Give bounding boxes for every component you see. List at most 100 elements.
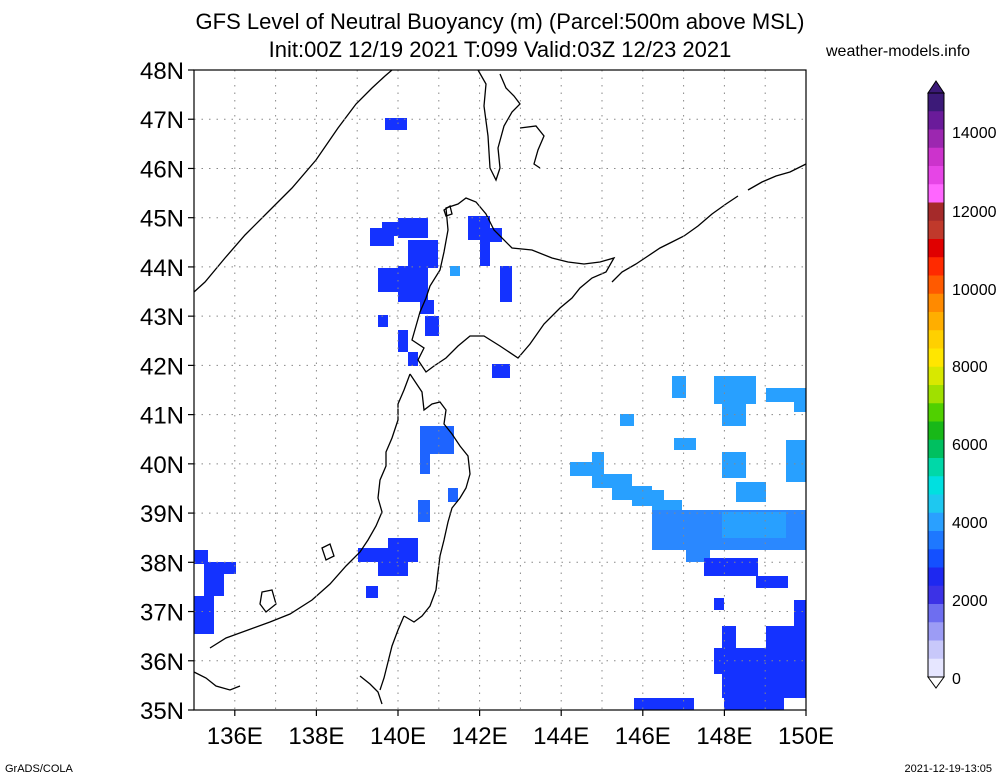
- field-cell: [570, 462, 604, 476]
- colorbar-segment: [928, 257, 944, 276]
- colorbar-label: 12000: [952, 204, 997, 221]
- coast-path: [411, 197, 616, 373]
- colorbar-segment: [928, 439, 944, 459]
- chart-title: GFS Level of Neutral Buoyancy (m) (Parce…: [195, 9, 805, 34]
- colorbar-segment: [928, 147, 944, 167]
- field-cell: [420, 426, 454, 454]
- footer-timestamp: 2021-12-19-13:05: [904, 763, 992, 775]
- colorbar-segment: [928, 202, 944, 222]
- lat-tick-label: 41N: [140, 403, 184, 430]
- colorbar-segment: [928, 476, 944, 495]
- colorbar-segment: [928, 220, 944, 240]
- colorbar-bottom-arrow: [927, 676, 945, 689]
- colorbar-segment: [928, 275, 944, 295]
- coast-path: [259, 589, 277, 613]
- field-cell: [450, 266, 460, 276]
- field-cell: [420, 452, 430, 474]
- lon-tick-label: 142E: [452, 723, 508, 750]
- colorbar-segment: [928, 348, 944, 368]
- coast-path: [519, 125, 545, 169]
- colorbar-label: 14000: [952, 125, 997, 142]
- field-cell: [722, 626, 736, 650]
- field-cell: [480, 240, 490, 266]
- lon-tick-label: 136E: [207, 723, 263, 750]
- coast-path: [403, 373, 471, 623]
- lat-tick-label: 47N: [140, 107, 184, 134]
- field-cell: [492, 364, 510, 378]
- coast-path: [193, 671, 241, 691]
- field-cell: [194, 596, 214, 634]
- colorbar-segment: [928, 640, 944, 660]
- field-cell: [194, 550, 208, 564]
- coastline: [193, 69, 807, 705]
- colorbar-segment: [928, 512, 944, 532]
- colorbar-segment: [928, 330, 944, 349]
- lon-axis: 136E 138E 140E 142E 144E 146E 148E 150E: [207, 710, 834, 750]
- colorbar-segment: [928, 166, 944, 185]
- field-cell: [722, 452, 746, 478]
- lon-tick-label: 140E: [370, 723, 426, 750]
- lat-tick-label: 42N: [140, 353, 184, 380]
- coast-path: [747, 163, 807, 191]
- field-cell: [766, 626, 806, 650]
- lat-tick-label: 48N: [140, 58, 184, 85]
- colorbar-label: 0: [952, 671, 961, 688]
- colorbar-segment: [928, 129, 944, 149]
- colorbar-segment: [928, 239, 944, 258]
- lat-tick-label: 38N: [140, 550, 184, 577]
- colorbar-label: 10000: [952, 282, 997, 299]
- coast-path: [209, 373, 411, 649]
- field-cell: [736, 482, 766, 502]
- field-cell: [672, 376, 686, 398]
- coast-path: [359, 675, 383, 705]
- colorbar-labels: 14000 12000 10000 8000 6000 4000 2000 0: [952, 125, 997, 688]
- field-cell: [204, 574, 224, 596]
- field-cell: [366, 586, 378, 598]
- field-cell: [756, 576, 788, 588]
- lat-axis: 48N 47N 46N 45N 44N 43N 42N 41N 40N 39N 38N 37N 36N 3…: [140, 58, 194, 725]
- field-cell: [592, 452, 604, 464]
- field-cell: [592, 474, 632, 488]
- field-cell: [204, 562, 236, 574]
- coast-path: [321, 543, 335, 561]
- field-cell: [425, 316, 439, 336]
- field-cell: [398, 218, 428, 238]
- field-cell: [398, 330, 408, 352]
- field-cell: [714, 376, 756, 404]
- lat-tick-label: 36N: [140, 649, 184, 676]
- lon-tick-label: 148E: [696, 723, 752, 750]
- site-label: weather-models.info: [826, 43, 971, 60]
- field-cell: [468, 216, 490, 240]
- lat-tick-label: 37N: [140, 600, 184, 627]
- colorbar-label: 2000: [952, 593, 988, 610]
- colorbar-segment: [928, 111, 944, 130]
- field-cell: [722, 512, 786, 538]
- field-cell: [714, 598, 724, 610]
- field-cell: [382, 222, 400, 236]
- footer-credit: GrADS/COLA: [5, 763, 73, 775]
- lat-tick-label: 44N: [140, 255, 184, 282]
- field-cell: [786, 440, 806, 482]
- field-cell: [378, 560, 408, 576]
- lon-tick-label: 144E: [533, 723, 589, 750]
- lat-tick-label: 40N: [140, 452, 184, 479]
- field-cell: [385, 118, 407, 130]
- lon-tick-label: 150E: [778, 723, 834, 750]
- colorbar-segment: [928, 184, 944, 203]
- colorbar-label: 8000: [952, 359, 988, 376]
- lon-tick-label: 146E: [615, 723, 671, 750]
- field-cell: [724, 696, 784, 710]
- colorbar-segment: [928, 312, 944, 331]
- colorbar-segment: [928, 458, 944, 477]
- colorbar-segment: [928, 549, 944, 568]
- coast-path: [193, 69, 393, 293]
- field-cell: [488, 228, 502, 242]
- field-cell: [388, 538, 418, 562]
- colorbar-segment: [928, 585, 944, 605]
- colorbar-segment: [928, 658, 944, 678]
- field-cell: [794, 600, 806, 628]
- grid-lines: [194, 70, 806, 710]
- chart-subtitle: Init:00Z 12/19 2021 T:099 Valid:03Z 12/2…: [268, 37, 732, 62]
- colorbar-segment: [928, 604, 944, 623]
- lat-tick-label: 45N: [140, 206, 184, 233]
